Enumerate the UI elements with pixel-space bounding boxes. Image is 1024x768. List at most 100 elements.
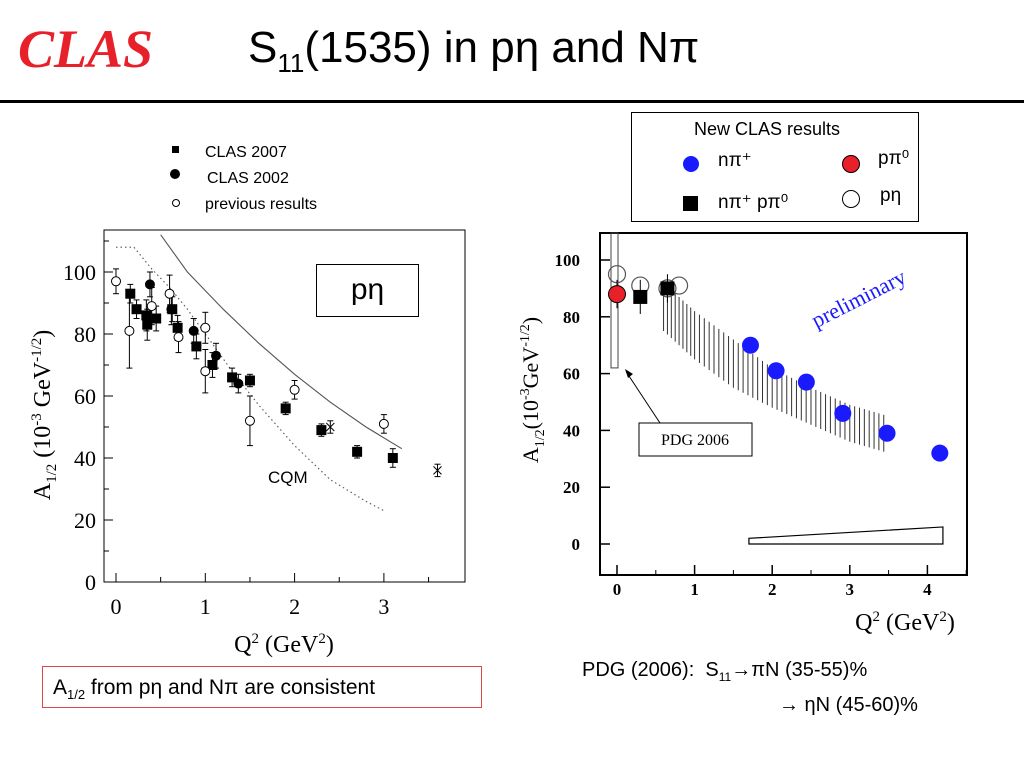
y-tick-label: 100: [63, 260, 96, 285]
pdg-line1-a: PDG (2006): S: [582, 659, 719, 681]
data-point-filled-square: [316, 425, 327, 436]
data-point-filled-square: [131, 304, 142, 315]
data-point-x-cross: [433, 466, 442, 475]
pdg-2006-label: PDG 2006: [661, 432, 729, 449]
reaction-label-box: pη: [316, 264, 419, 317]
data-point-blue-circle: [834, 404, 852, 422]
data-point-open-circle: [173, 332, 184, 343]
x-tick-label: 1: [200, 594, 211, 619]
left-legend: CLAS 2007 CLAS 2002 previous results: [160, 140, 360, 220]
title-prefix: S: [248, 23, 278, 72]
x-tick-label: 0: [111, 594, 122, 619]
x-tick-label: 1: [690, 580, 699, 599]
data-point-filled-square: [191, 341, 202, 352]
y-tick-label: 80: [74, 322, 96, 347]
data-point-filled-circle: [211, 350, 222, 361]
legend-title: New CLAS results: [694, 119, 841, 139]
slide-title: S11(1535) in pη and Nπ: [248, 26, 699, 76]
left-chart: 0 20 40 60 80 100 0 1 2 3 Q2 (GeV2) A1/2 (10-3 GeV-…: [29, 229, 466, 658]
consistency-rest: from pη and Nπ are consistent: [85, 676, 376, 699]
clas-logo: CLAS: [18, 19, 154, 79]
consistency-note: A1/2 from pη and Nπ are consistent: [42, 666, 482, 708]
pdg-arrow-line: [626, 372, 661, 424]
y-tick-label: 0: [572, 535, 581, 554]
y-tick-label: 40: [74, 446, 96, 471]
y-tick-label: 0: [85, 570, 96, 595]
data-point-filled-circle: [166, 304, 177, 315]
data-point-filled-circle: [188, 325, 199, 336]
x-tick-label: 0: [613, 580, 622, 599]
cqm-label: CQM: [268, 468, 308, 487]
data-point-filled-square: [387, 453, 398, 463]
data-point-open-circle: [200, 322, 211, 333]
data-point-blue-circle: [931, 444, 949, 462]
x-axis-title: Q2 (GeV2): [855, 609, 955, 636]
x-tick-label: 4: [923, 580, 932, 599]
new-clas-legend: New CLAS results nπ⁺ pπ⁰ nπ⁺ pπ⁰ pη: [631, 112, 919, 222]
y-tick-label: 20: [563, 478, 580, 497]
data-point-filled-circle: [233, 378, 244, 389]
legend-square-icon: [172, 146, 179, 153]
pdg-arrow-head: [625, 369, 633, 378]
data-point-open-circle: [124, 325, 135, 336]
y-tick-label: 20: [74, 508, 96, 533]
legend-label-clas-2007: CLAS 2007: [205, 144, 287, 161]
x-tick-label: 3: [846, 580, 855, 599]
data-point-open-circle: [164, 288, 175, 299]
data-point-filled-circle: [144, 279, 155, 290]
data-point-open-circle: [378, 418, 389, 429]
x-tick-label: 3: [378, 594, 389, 619]
data-point-filled-square: [172, 322, 183, 333]
cqm-curve: [160, 234, 403, 450]
data-point-filled-square: [244, 375, 255, 386]
data-point-filled-square: [141, 310, 152, 321]
red-circle-icon: [842, 155, 860, 173]
right-chart: 0 20 40 60 80 100 0 1 2 3 4 Q2 (GeV2) A1/2(10-3GeV-1…: [518, 232, 968, 636]
data-point-filled-square: [227, 372, 238, 383]
blue-circle-icon: [683, 156, 699, 172]
pdg-line1-rest: →πN (35-55)%: [731, 659, 868, 681]
pdg-branching-note: PDG (2006): S11→πN (35-55)% → ηN (45-60)%: [582, 656, 918, 719]
y-axis-title: A1/2 (10-3 GeV-1/2): [29, 330, 60, 501]
x-tick-label: 2: [289, 594, 300, 619]
data-point-blue-circle: [878, 424, 896, 442]
consistency-sub: 1/2: [67, 687, 86, 703]
data-point-blue-circle: [797, 373, 815, 391]
y-tick-label: 100: [555, 251, 581, 270]
title-subscript: 11: [277, 47, 305, 78]
legend-label-previous-results: previous results: [205, 196, 318, 213]
plot-frame: [599, 232, 968, 576]
data-point-blue-circle: [767, 362, 785, 380]
plot-frame: [103, 229, 466, 583]
open-circle-icon: [842, 190, 860, 208]
data-point-filled-square: [352, 446, 363, 457]
y-axis-title: A1/2(10-3GeV-1/2): [518, 317, 548, 463]
title-rest: (1535) in pη and Nπ: [304, 23, 700, 72]
preliminary-label: preliminary: [807, 264, 910, 333]
legend-label-clas-2002: CLAS 2002: [207, 170, 289, 187]
data-point-open-circle: [111, 276, 121, 287]
data-point-filled-square: [207, 360, 218, 370]
legend-open-circle-icon: [172, 199, 180, 207]
data-point-open-circle: [146, 301, 157, 312]
y-tick-label: 40: [563, 421, 580, 440]
data-point-open-circle: [289, 384, 300, 395]
data-point-filled-square: [280, 403, 291, 414]
data-point-open-circle: [244, 415, 255, 426]
data-point-red-circle: [608, 285, 626, 304]
header-divider: [0, 100, 1024, 103]
pdg-line1-sub: 11: [718, 670, 732, 684]
data-point-filled-square: [660, 281, 675, 296]
data-point-filled-square: [633, 289, 648, 304]
black-square-icon: [683, 196, 698, 211]
systematic-band: [748, 526, 944, 545]
pdg-line2: → ηN (45-60)%: [779, 694, 918, 716]
x-tick-label: 2: [768, 580, 777, 599]
data-point-x-cross: [325, 422, 335, 432]
legend-label-p-pi-zero: pπ⁰: [878, 148, 910, 169]
y-tick-label: 60: [563, 365, 580, 384]
consistency-a: A: [53, 676, 68, 699]
data-point-filled-square: [151, 313, 162, 324]
x-axis-title: Q2 (GeV2): [234, 631, 334, 658]
data-point-open-circle: [200, 366, 211, 377]
